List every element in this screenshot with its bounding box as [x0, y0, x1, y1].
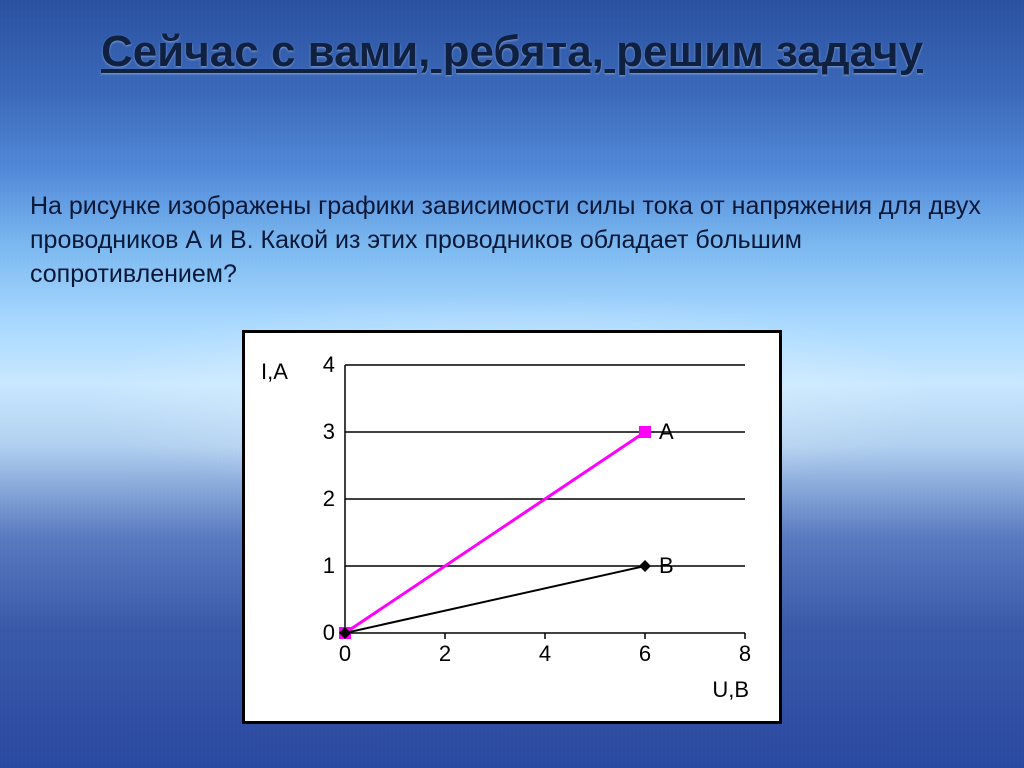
series-line-B	[345, 566, 645, 633]
series-marker-B	[639, 560, 651, 572]
slide-title: Сейчас с вами, ребята, решим задачу	[0, 24, 1024, 79]
chart-area: I,A U,B 0123402468АВ	[257, 345, 767, 709]
chart-container: I,A U,B 0123402468АВ	[242, 330, 782, 724]
series-line-A	[345, 432, 645, 633]
slide-question: На рисунке изображены графики зависимост…	[30, 190, 994, 291]
series-label-A: А	[659, 419, 674, 445]
series-label-B: В	[659, 553, 674, 579]
series-marker-A	[639, 426, 651, 438]
chart-svg	[257, 345, 777, 715]
